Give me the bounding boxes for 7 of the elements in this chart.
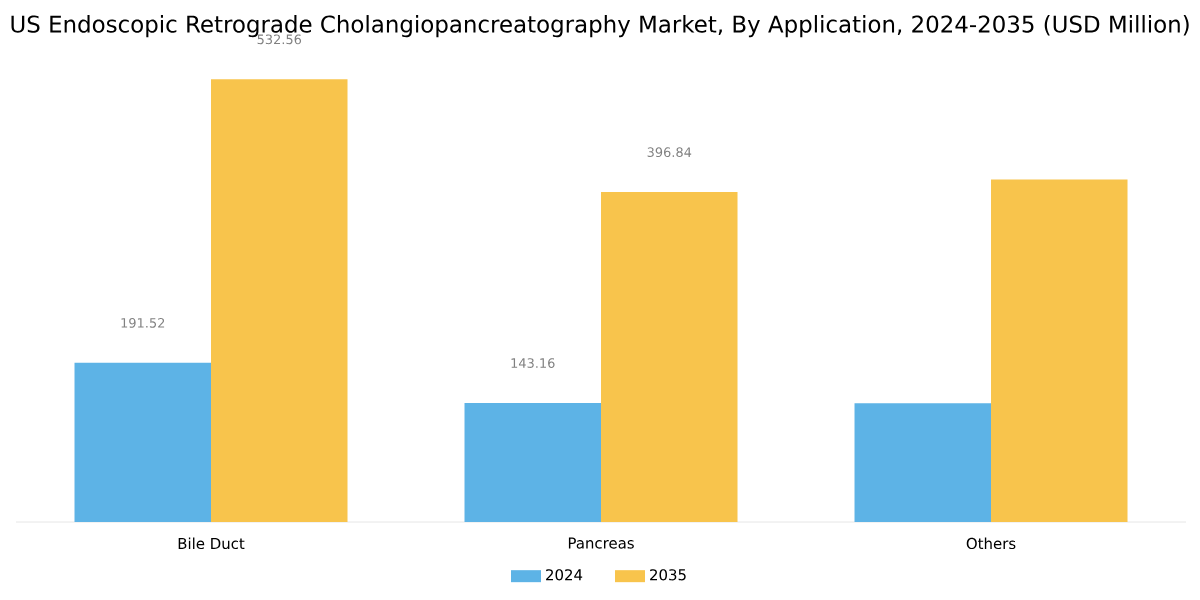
chart-title: US Endoscopic Retrograde Cholangiopancreatography Market, By Application, 2024-2035 (USD Million) <box>11 15 1189 38</box>
bar <box>464 402 602 522</box>
bar <box>854 403 992 522</box>
bar <box>74 362 212 522</box>
bar <box>211 79 348 522</box>
bar <box>991 179 1128 522</box>
bar <box>601 192 738 522</box>
